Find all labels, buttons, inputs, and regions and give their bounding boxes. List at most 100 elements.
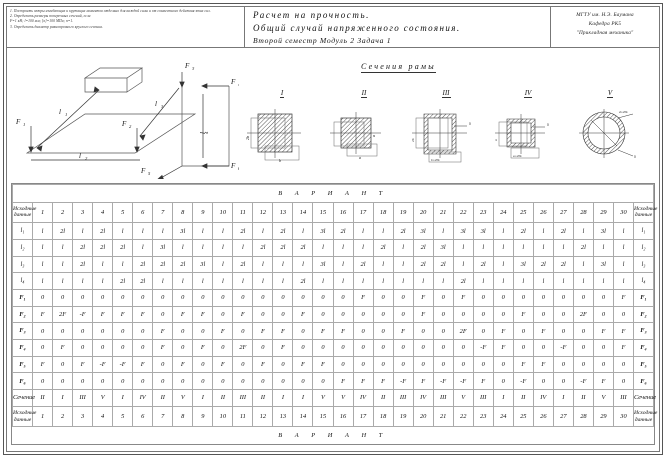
- table-cell: l: [532, 272, 554, 290]
- column-footer: 22: [452, 405, 474, 428]
- table-cell: 0: [152, 288, 174, 307]
- table-cell: F: [192, 305, 214, 324]
- table-cell: 0: [52, 355, 74, 374]
- task-line-4: 3. Определить диаметр равнопрочного круг…: [10, 24, 103, 29]
- table-cell: l: [72, 222, 94, 240]
- column-header: 19: [392, 201, 414, 224]
- table-cell: 0: [232, 355, 254, 374]
- table-cell: 3l: [432, 238, 454, 257]
- table-cell: 0: [152, 355, 174, 374]
- section-roman-I: I: [279, 89, 285, 98]
- column-header: 11: [232, 201, 254, 224]
- table-cell: l: [152, 272, 174, 290]
- column-header: 15: [312, 201, 334, 224]
- table-cell: 3l: [172, 222, 194, 240]
- table-cell: F: [72, 355, 94, 374]
- table-cell: l: [432, 272, 454, 290]
- org-line-1: МГТУ им. Н.Э. Баумана: [576, 12, 634, 18]
- table-cell: l: [52, 272, 74, 290]
- table-cell: F: [252, 322, 274, 340]
- table-cell: 0: [572, 288, 594, 307]
- table-cell: 0: [52, 372, 74, 391]
- table-cell: 0: [492, 355, 514, 374]
- table-cell: V: [332, 389, 354, 407]
- table-cell: III: [432, 389, 454, 407]
- table-cell: 0: [552, 372, 574, 391]
- table-cell: l: [532, 222, 554, 240]
- table-cell: 0: [172, 288, 194, 307]
- table-cell: IV: [352, 389, 374, 407]
- table-cell: l: [292, 222, 314, 240]
- table-cell: 0: [332, 305, 354, 324]
- table-cell: 3l: [412, 222, 434, 240]
- svg-text:a: a: [371, 135, 376, 137]
- table-cell: l: [552, 272, 574, 290]
- svg-text:4: 4: [238, 82, 239, 87]
- org-line-2: Кафедра РК5: [588, 21, 622, 28]
- table-cell: 0: [572, 355, 594, 374]
- table-cell: F: [412, 305, 434, 324]
- table-cell: F: [352, 372, 374, 391]
- table-cell: IV: [132, 389, 154, 407]
- table-cell: 0: [152, 372, 174, 391]
- table-cell: l: [92, 255, 114, 274]
- row-label-left: l₂: [11, 238, 34, 257]
- table-cell: 0: [472, 288, 494, 307]
- table-cell: 2l: [292, 238, 314, 257]
- table-cell: l: [112, 255, 134, 274]
- table-cell: 0: [372, 322, 394, 340]
- row-label-left: l₁: [11, 222, 34, 240]
- section-figure-V: V d=20δ δ: [571, 82, 649, 168]
- column-header: 4: [92, 201, 114, 224]
- table-cell: F: [412, 288, 434, 307]
- column-footer: 29: [592, 405, 614, 428]
- svg-text:4: 4: [204, 131, 209, 134]
- table-cell: 0: [312, 288, 334, 307]
- table-cell: F: [472, 372, 494, 391]
- row-label-left: F₅: [11, 355, 34, 374]
- column-footer: 10: [212, 405, 234, 428]
- table-cell: l: [192, 272, 214, 290]
- table-cell: 0: [292, 372, 314, 391]
- table-cell: l: [492, 238, 514, 257]
- table-cell: 2l: [452, 272, 474, 290]
- table-cell: l: [392, 255, 414, 274]
- column-header: 7: [152, 201, 174, 224]
- table-row: l₁ l 2l l 2l l l l 3l l l 2l l 2l l 3l 2l l l 2l 3l l 3l 3l l 2l l…: [11, 222, 655, 240]
- table-cell: F: [152, 338, 174, 357]
- task-line-1: 1. Построить эпюры изгибающих и крутящих…: [10, 9, 211, 13]
- table-cell: 2l: [92, 238, 114, 257]
- column-header: 13: [272, 201, 294, 224]
- column-footer: 9: [192, 405, 214, 428]
- table-cell: l: [212, 255, 234, 274]
- table-cell: l: [512, 238, 534, 257]
- table-cell: 0: [472, 355, 494, 374]
- table-cell: F: [212, 322, 234, 340]
- table-cell: II: [252, 389, 274, 407]
- table-cell: 2l: [112, 238, 134, 257]
- table-cell: 0: [192, 288, 214, 307]
- table-cell: l: [452, 255, 474, 274]
- column-footer: 30: [612, 405, 634, 428]
- table-cell: F: [312, 355, 334, 374]
- table-cell: F: [612, 338, 634, 357]
- table-cell: -F: [92, 355, 114, 374]
- table-cell: 2l: [552, 255, 574, 274]
- table-cell: l: [472, 238, 494, 257]
- column-footer: 20: [412, 405, 434, 428]
- table-cell: I: [272, 389, 294, 407]
- table-cell: 0: [592, 355, 614, 374]
- table-cell: l: [332, 272, 354, 290]
- table-cell: -F: [572, 372, 594, 391]
- table-cell: l: [452, 238, 474, 257]
- table-cell: l: [192, 238, 214, 257]
- table-cell: 0: [72, 322, 94, 340]
- table-cell: 3l: [312, 222, 334, 240]
- table-cell: -F: [472, 338, 494, 357]
- task-line-2: 2. Определить размеры поперечных сечений…: [10, 14, 91, 19]
- column-footer: 23: [472, 405, 494, 428]
- svg-text:b: b: [279, 158, 281, 163]
- column-header: 10: [212, 201, 234, 224]
- table-cell: l: [432, 222, 454, 240]
- table-cell: 0: [372, 288, 394, 307]
